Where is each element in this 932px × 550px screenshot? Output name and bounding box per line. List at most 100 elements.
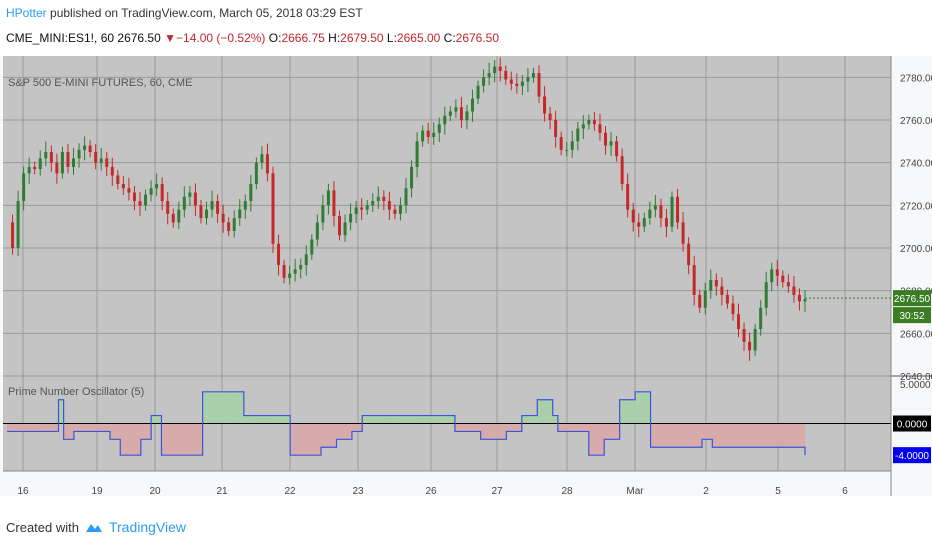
oscillator-negative-fill [12, 423, 18, 432]
candle-body [265, 154, 269, 174]
oscillator-positive-fill [207, 391, 214, 424]
oscillator-positive-fill [629, 399, 636, 424]
candle-body [515, 83, 519, 86]
time-axis-label: 19 [91, 486, 103, 496]
oscillator-negative-fill [593, 423, 600, 456]
oscillator-negative-fill [336, 423, 343, 440]
candle-body [598, 124, 602, 133]
oscillator-positive-fill [387, 415, 394, 424]
oscillator-negative-fill [604, 423, 610, 440]
time-axis-label: 22 [284, 486, 296, 496]
oscillator-negative-fill [357, 423, 363, 432]
countdown-tag-text: 30:52 [899, 311, 924, 322]
oscillator-negative-fill [454, 423, 461, 432]
candle-body [720, 286, 724, 295]
candle-body [753, 329, 757, 351]
candle-body [770, 269, 774, 283]
candle-body [116, 175, 120, 184]
oscillator-negative-fill [650, 423, 657, 448]
oscillator-negative-fill [73, 423, 80, 432]
candle-body [443, 115, 447, 125]
oscillator-positive-fill [408, 415, 415, 424]
published-text: published on TradingView.com, March 05, … [50, 6, 363, 20]
candle-body [797, 294, 801, 302]
candle-body [526, 77, 530, 82]
candle-body [144, 194, 148, 206]
oscillator-negative-fill [310, 423, 317, 456]
candle-body [22, 173, 26, 202]
oscillator-negative-fill [768, 423, 775, 448]
oscillator-negative-fill [89, 423, 96, 432]
oscillator-positive-fill [269, 415, 276, 424]
candle-body [38, 158, 42, 170]
time-axis-label: 27 [491, 486, 503, 496]
oscillator-negative-fill [17, 423, 23, 432]
time-axis-label: 2 [703, 486, 709, 496]
candle-body [354, 207, 358, 214]
chart-canvas[interactable]: 2780.002760.002740.002720.002700.002680.… [0, 56, 932, 496]
oscillator-negative-fill [79, 423, 85, 432]
candle-body [437, 124, 441, 133]
oscillator-negative-fill [501, 423, 507, 440]
candle-body [648, 209, 652, 219]
author-link[interactable]: HPotter [6, 6, 47, 20]
oscillator-positive-fill [228, 391, 235, 424]
candle-body [653, 205, 657, 210]
candle-body [166, 201, 170, 214]
candle-body [531, 73, 535, 78]
oscillator-negative-fill [63, 423, 70, 440]
oscillator-negative-fill [686, 423, 693, 448]
candle-body [559, 137, 563, 150]
candle-body [44, 152, 48, 159]
candle-body [448, 111, 452, 116]
oscillator-positive-fill [393, 415, 399, 424]
countdown-tag [893, 307, 931, 324]
candle-body [343, 222, 347, 236]
price-change: −14.00 (−0.52%) [176, 31, 266, 45]
price-pane[interactable] [3, 56, 891, 376]
oscillator-negative-fill [460, 423, 466, 432]
candle-body [498, 66, 502, 71]
oscillator-positive-fill [645, 391, 652, 424]
candle-body [293, 269, 297, 274]
candle-body [182, 196, 186, 210]
candle-body [105, 158, 109, 167]
oscillator-negative-fill [681, 423, 688, 448]
oscillator-negative-fill [37, 423, 44, 432]
price-axis-label: 2660.00 [900, 329, 932, 340]
tradingview-brand[interactable]: TradingView [108, 519, 187, 535]
candle-body [282, 265, 286, 278]
oscillator-negative-fill [53, 423, 59, 432]
oscillator-negative-fill [321, 423, 327, 448]
candle-body [759, 307, 763, 330]
created-with-label: Created with [6, 519, 79, 535]
oscillator-negative-fill [738, 423, 744, 448]
oscillator-positive-fill [362, 415, 368, 424]
oscillator-positive-fill [212, 391, 219, 424]
candle-body [271, 173, 275, 244]
oscillator-negative-fill [305, 423, 312, 456]
oscillator-negative-fill [779, 423, 785, 448]
oscillator-positive-fill [413, 415, 420, 424]
oscillator-negative-fill [557, 423, 564, 432]
oscillator-positive-fill [532, 415, 538, 424]
oscillator-negative-fill [506, 423, 513, 432]
oscillator-negative-fill [187, 423, 193, 456]
candle-body [249, 184, 253, 202]
candle-body [94, 152, 98, 163]
candle-body [692, 265, 696, 295]
oscillator-positive-fill [449, 415, 456, 424]
candle-body [664, 218, 668, 227]
candle-body [216, 201, 220, 214]
candle-body [482, 77, 486, 86]
oscillator-negative-fill [774, 423, 780, 448]
price-axis-label: 2700.00 [900, 244, 932, 255]
oscillator-positive-fill [243, 415, 250, 424]
candle-body [687, 243, 691, 266]
candle-body [459, 107, 463, 120]
last-oscillator-tag-text: -4.0000 [895, 451, 929, 462]
candle-body [332, 190, 336, 216]
symbol-label: CME_MINI:ES1!, 60 [6, 31, 115, 45]
time-axis-label: 23 [352, 486, 364, 496]
price-axis-label: 2760.00 [900, 116, 932, 127]
